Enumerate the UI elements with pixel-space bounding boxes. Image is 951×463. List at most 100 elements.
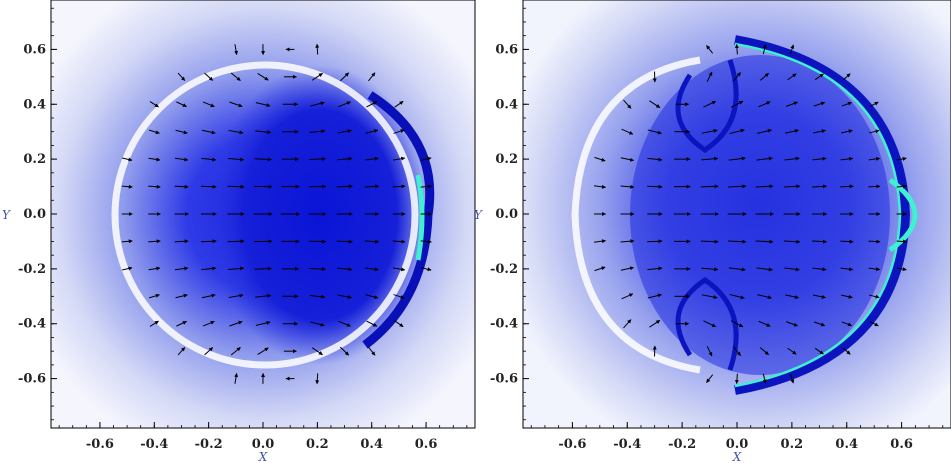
left-x-tick-label: 0.4: [360, 437, 383, 452]
right-vector-arrow: [841, 321, 853, 327]
right-vector-arrow: [623, 319, 632, 329]
right-vector-arrow: [647, 184, 663, 189]
left-vector-arrow: [148, 157, 161, 162]
left-vector-arrow: [394, 320, 404, 328]
left-vector-arrow: [201, 239, 217, 244]
right-lower-vortex: [675, 276, 739, 371]
left-vector-arrow: [336, 239, 353, 244]
right-vector-arrow: [706, 45, 714, 54]
right-vector-arrow: [869, 294, 880, 299]
right-vector-arrow: [787, 347, 797, 355]
left-vector-arrow: [229, 101, 243, 108]
right-vector-arrow: [783, 239, 801, 244]
left-x-tick-label: -0.2: [195, 437, 223, 452]
right-vector-arrow: [869, 321, 879, 327]
right-vector-arrow: [784, 267, 800, 272]
right-vector-arrow: [813, 294, 826, 299]
left-vector-arrow: [257, 347, 269, 355]
left-vector-arrow: [365, 294, 379, 299]
left-vector-arrow: [254, 157, 272, 162]
left-vector-arrow: [201, 293, 216, 299]
right-vector-arrow: [784, 156, 800, 161]
right-vector-arrow: [620, 184, 635, 189]
right-vector-arrow: [728, 156, 746, 161]
left-vector-arrow: [230, 346, 241, 356]
left-vector-arrow: [174, 239, 189, 244]
left-vector-arrow: [420, 156, 432, 161]
left-vector-arrow: [392, 239, 406, 244]
left-vector-arrows: [121, 43, 432, 385]
left-vector-arrow: [228, 293, 244, 299]
left-vector-arrow: [227, 184, 245, 189]
left-vector-arrow: [201, 184, 217, 189]
left-vector-arrow: [175, 129, 188, 135]
left-ring-cyan-edge: [415, 174, 425, 261]
right-vector-arrow: [620, 157, 635, 162]
left-vector-arrow: [174, 157, 189, 162]
right-vector-arrow: [701, 128, 718, 134]
right-vector-arrow: [701, 294, 718, 300]
right-vector-arrow: [842, 347, 851, 355]
right-vector-arrow: [758, 320, 771, 327]
right-x-tick-label: 0.6: [890, 437, 913, 452]
left-vector-arrow: [148, 293, 160, 299]
right-bow-tip-cyan: [888, 177, 918, 253]
left-vector-arrow: [420, 239, 432, 244]
left-vector-arrow: [177, 347, 186, 356]
left-vector-arrow: [337, 267, 353, 272]
right-vector-arrow: [840, 156, 854, 161]
left-vector-arrow: [177, 72, 186, 81]
left-vector-arrow: [121, 184, 133, 189]
right-vector-arrow: [730, 100, 744, 108]
right-vector-arrow: [785, 129, 799, 134]
right-vector-arrow: [896, 184, 908, 189]
right-x-axis-title: X: [732, 450, 742, 463]
right-vector-arrow: [649, 100, 661, 109]
right-vector-arrow: [812, 156, 827, 161]
right-vector-arrow: [594, 184, 606, 189]
left-vector-arrow: [201, 266, 217, 271]
right-vector-arrow: [620, 266, 635, 271]
right-vector-arrow: [621, 293, 634, 300]
left-vector-arrow: [336, 184, 353, 189]
left-vector-arrow: [204, 72, 214, 81]
right-vector-arrow: [706, 346, 713, 357]
right-vector-arrow: [756, 267, 773, 272]
right-vector-arrow: [621, 128, 634, 135]
left-x-tick-label: -0.4: [140, 437, 168, 452]
right-vector-arrow: [869, 129, 880, 134]
left-vector-arrow: [315, 43, 320, 55]
right-y-tick-label: 0.6: [495, 42, 518, 57]
right-vector-arrow: [755, 184, 774, 189]
right-vector-arrow: [812, 239, 827, 244]
left-vector-arrow: [227, 239, 245, 244]
right-vector-arrow: [734, 373, 739, 384]
left-vector-arrow: [338, 101, 351, 108]
left-vector-arrow: [392, 267, 406, 272]
left-vector-arrow: [257, 73, 269, 81]
left-vector-arrow: [122, 266, 133, 271]
left-vector-arrow: [201, 157, 217, 162]
left-vector-arrow: [255, 320, 271, 326]
right-vector-arrow: [755, 239, 774, 244]
left-x-tick-label: 0.6: [415, 437, 438, 452]
left-vector-arrow: [230, 72, 241, 82]
right-vector-arrow: [623, 99, 632, 109]
right-vector-arrow: [700, 184, 719, 189]
left-vector-arrow: [366, 101, 378, 108]
right-vector-arrow: [840, 184, 854, 189]
left-y-tick-label: -0.4: [18, 317, 46, 332]
left-vector-arrow: [229, 320, 243, 327]
left-vector-arrow: [309, 294, 326, 299]
right-vector-arrow: [594, 239, 606, 244]
left-vector-arrow: [393, 294, 405, 299]
left-vector-arrow: [176, 320, 187, 327]
right-x-tick-label: -0.6: [558, 437, 586, 452]
right-ring-white: [571, 56, 701, 374]
right-vector-arrow: [786, 101, 798, 107]
right-vector-arrow: [842, 73, 851, 81]
right-y-tick-label: 0.4: [495, 97, 518, 112]
right-x-tick-label: 0.0: [726, 437, 749, 452]
right-vector-arrow: [703, 320, 717, 328]
